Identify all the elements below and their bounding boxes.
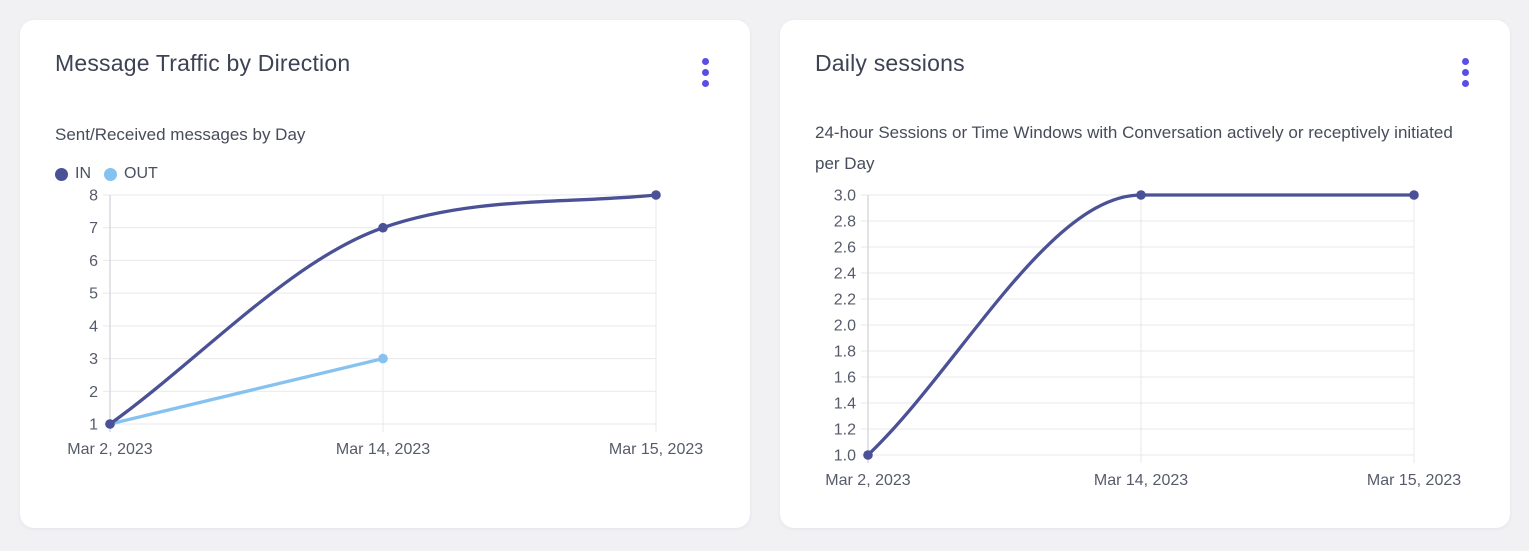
- data-point: [378, 353, 388, 364]
- series-line-out: [108, 356, 385, 426]
- y-tick-label: 3: [89, 351, 98, 368]
- data-point: [863, 450, 873, 460]
- x-tick-label: Mar 2, 2023: [67, 441, 152, 458]
- y-tick-label: 2: [89, 384, 98, 401]
- kebab-dot: [702, 58, 709, 65]
- data-point: [105, 419, 115, 429]
- y-tick-label: 1.4: [834, 396, 856, 413]
- y-tick-label: 5: [89, 286, 98, 303]
- y-tick-label: 1.0: [834, 448, 856, 465]
- y-tick-label: 1.6: [834, 370, 856, 387]
- data-point: [378, 222, 388, 233]
- card-subtitle: 24-hour Sessions or Time Windows with Co…: [815, 123, 1453, 173]
- card-header: Daily sessions: [815, 50, 1475, 91]
- kebab-dot: [1462, 69, 1469, 76]
- y-tick-label: 6: [89, 253, 98, 270]
- x-tick-label: Mar 15, 2023: [1367, 472, 1461, 489]
- message-traffic-chart: 8 7 6 5 4 3 2 1 Mar 2, 2023 Mar 14, 2023 Mar 15, 2…: [67, 188, 703, 459]
- y-tick-label: 2.8: [834, 214, 856, 231]
- card-subtitle: Sent/Received messages by Day: [55, 125, 306, 144]
- y-tick-label: 4: [89, 318, 98, 335]
- y-tick-label: 2.0: [834, 318, 856, 335]
- y-tick-label: 8: [89, 188, 98, 205]
- kebab-dot: [702, 80, 709, 87]
- kebab-dot: [702, 69, 709, 76]
- kebab-dot: [1462, 80, 1469, 87]
- data-point: [1136, 190, 1146, 200]
- kebab-menu-icon[interactable]: [696, 54, 715, 91]
- y-tick-label: 1.8: [834, 344, 856, 361]
- data-point: [1409, 190, 1419, 200]
- message-traffic-card: Message Traffic by Direction Sent/Receiv…: [20, 20, 750, 528]
- legend-item-out[interactable]: OUT: [104, 165, 158, 183]
- y-tick-label: 3.0: [834, 188, 856, 205]
- legend-item-in[interactable]: IN: [55, 165, 91, 183]
- y-tick-label: 2.6: [834, 240, 856, 257]
- x-tick-label: Mar 15, 2023: [609, 441, 703, 458]
- legend-dot: [104, 167, 117, 181]
- series-line-sessions: [866, 193, 1416, 457]
- y-tick-label: 7: [89, 220, 98, 237]
- y-tick-label: 2.2: [834, 292, 856, 309]
- daily-sessions-chart: 3.0 2.8 2.6 2.4 2.2 2.0 1.8 1.6 1.4 1.2 1.0 Mar 2, …: [825, 188, 1461, 490]
- legend-dot: [55, 167, 68, 181]
- x-tick-label: Mar 14, 2023: [336, 441, 430, 458]
- data-point: [651, 190, 661, 200]
- card-title: Message Traffic by Direction: [55, 50, 351, 76]
- card-header: Message Traffic by Direction: [55, 50, 715, 91]
- legend-label: IN: [75, 165, 91, 182]
- y-tick-label: 1: [89, 417, 98, 434]
- chart-legend: IN OUT: [55, 162, 715, 186]
- y-tick-label: 1.2: [834, 422, 856, 439]
- kebab-menu-icon[interactable]: [1456, 54, 1475, 91]
- x-tick-label: Mar 2, 2023: [825, 472, 910, 489]
- legend-label: OUT: [124, 165, 158, 182]
- y-tick-label: 2.4: [834, 266, 856, 283]
- daily-sessions-card: Daily sessions 24-hour Sessions or Time …: [780, 20, 1510, 528]
- card-title: Daily sessions: [815, 50, 965, 76]
- x-tick-label: Mar 14, 2023: [1094, 472, 1188, 489]
- kebab-dot: [1462, 58, 1469, 65]
